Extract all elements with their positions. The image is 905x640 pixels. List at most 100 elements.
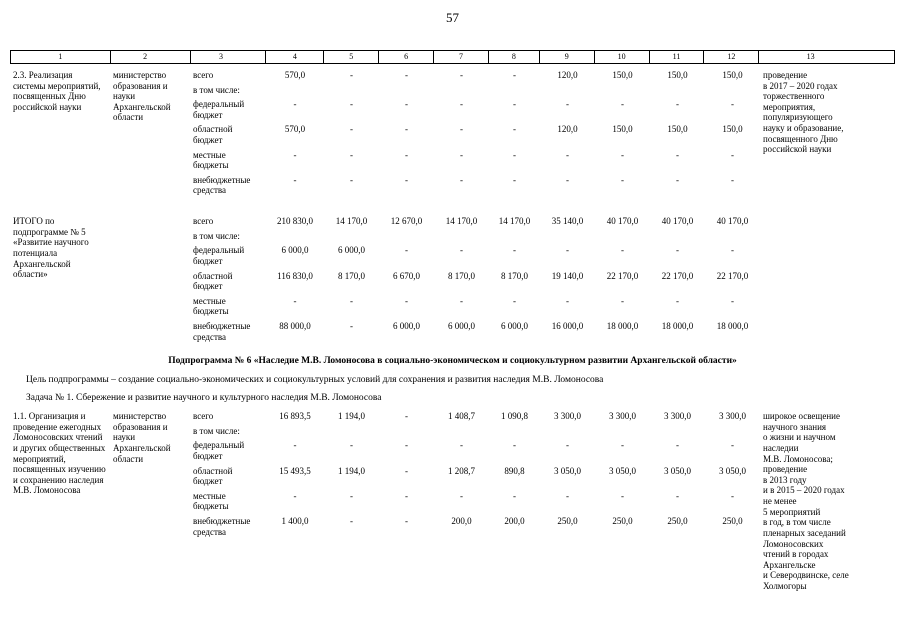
value-cell: - bbox=[405, 149, 408, 160]
value-cell: - bbox=[731, 149, 734, 160]
value-cell: - bbox=[293, 149, 297, 160]
value-cell: - bbox=[566, 245, 569, 256]
value-cell: - bbox=[513, 70, 516, 80]
value-cell: 6 000,0 bbox=[393, 320, 420, 331]
budget-lines: всего 570,0 - - - - 120,0 150,0 150,0 150,0 в том … bbox=[190, 70, 760, 196]
value-cell: 1 408,7 bbox=[448, 411, 475, 422]
value-cell: - bbox=[350, 174, 353, 185]
budget-line-label: внебюджетные средства bbox=[193, 174, 251, 196]
value-cell: 16 000,0 bbox=[551, 320, 584, 331]
value-cell: - bbox=[731, 440, 734, 451]
value-cell: 1 090,8 bbox=[501, 411, 528, 422]
value-cell: 6 000,0 bbox=[448, 320, 475, 331]
value-cell: - bbox=[460, 174, 463, 185]
expected-result-cell: широкое освещение научного знания о жизн… bbox=[763, 411, 849, 591]
value-cell: - bbox=[460, 149, 463, 160]
budget-line: внебюджетные средства - - - - - - - - - bbox=[190, 175, 760, 196]
budget-line: местные бюджеты - - - - - - - - - bbox=[190, 296, 760, 317]
value-cell: 3 050,0 bbox=[664, 465, 691, 476]
budget-line: областной бюджет 116 830,0 8 170,0 6 670,0 8… bbox=[190, 271, 760, 292]
value-cell: 150,0 bbox=[612, 70, 633, 80]
budget-line-label: внебюджетные средства bbox=[193, 320, 251, 342]
value-cell: - bbox=[350, 124, 353, 135]
value-cell: 150,0 bbox=[722, 70, 743, 80]
value-cell: 200,0 bbox=[451, 516, 472, 527]
value-cell: 8 170,0 bbox=[501, 270, 528, 281]
value-cell: 116 830,0 bbox=[277, 270, 313, 281]
value-cell: - bbox=[513, 440, 516, 451]
value-cell: - bbox=[460, 124, 463, 135]
budget-line: областной бюджет 570,0 - - - - 120,0 150,0 150,0… bbox=[190, 124, 760, 145]
value-cell: 40 170,0 bbox=[661, 216, 694, 227]
budget-line-label: федеральный бюджет bbox=[193, 245, 245, 266]
budget-lines: всего 210 830,0 14 170,0 12 670,0 14 170,0 14… bbox=[190, 216, 760, 342]
budget-line: всего 210 830,0 14 170,0 12 670,0 14 170,0 14… bbox=[190, 216, 760, 227]
value-cell: 890,8 bbox=[504, 465, 525, 476]
value-cell: - bbox=[513, 99, 516, 110]
value-cell: - bbox=[621, 440, 624, 451]
value-cell: - bbox=[676, 490, 679, 501]
budget-line-label: федеральный бюджет bbox=[193, 99, 245, 120]
value-cell: 250,0 bbox=[722, 516, 743, 527]
value-cell: - bbox=[731, 490, 734, 501]
value-cell: - bbox=[350, 295, 353, 306]
value-cell: 14 170,0 bbox=[498, 216, 531, 227]
column-number-cell: 13 bbox=[806, 52, 815, 61]
value-cell: - bbox=[293, 174, 297, 185]
value-cell: 19 140,0 bbox=[551, 270, 584, 281]
value-cell: 6 670,0 bbox=[393, 270, 420, 281]
value-cell: - bbox=[350, 320, 353, 331]
budget-line: в том числе: bbox=[190, 85, 760, 96]
value-cell: 8 170,0 bbox=[448, 270, 475, 281]
row-title-cell: 1.1. Организация и проведение ежегодных … bbox=[13, 411, 106, 496]
page-number: 57 bbox=[446, 10, 459, 25]
value-cell: - bbox=[731, 174, 734, 185]
column-number-cell: 8 bbox=[489, 51, 540, 63]
budget-line: федеральный бюджет - - - - - - - - - bbox=[190, 99, 760, 120]
value-cell: - bbox=[405, 174, 408, 185]
budget-line: областной бюджет 15 493,5 1 194,0 - 1 208,7 8… bbox=[190, 466, 760, 487]
row-title-cell: 2.3. Реализация системы мероприятий, пос… bbox=[13, 70, 101, 112]
table-row: ИТОГО по подпрограмме № 5 «Развитие науч… bbox=[10, 216, 895, 342]
value-cell: 12 670,0 bbox=[390, 216, 423, 227]
value-cell: 22 170,0 bbox=[661, 270, 694, 281]
value-cell: 570,0 bbox=[284, 124, 306, 135]
value-cell: 250,0 bbox=[667, 516, 688, 527]
column-number-cell: 2 bbox=[111, 51, 191, 63]
value-cell: - bbox=[460, 440, 463, 451]
value-cell: 150,0 bbox=[667, 70, 688, 80]
value-cell: - bbox=[350, 70, 353, 80]
value-cell: 3 050,0 bbox=[609, 465, 636, 476]
value-cell: - bbox=[621, 245, 624, 256]
table-body-subprogram-5: 2.3. Реализация системы мероприятий, пос… bbox=[10, 70, 895, 342]
value-cell: - bbox=[460, 70, 463, 80]
value-cell: - bbox=[513, 490, 516, 501]
value-cell: 35 140,0 bbox=[551, 216, 584, 227]
value-cell: 120,0 bbox=[557, 124, 578, 135]
value-cell: 22 170,0 bbox=[716, 270, 749, 281]
budget-line: местные бюджеты - - - - - - - - - bbox=[190, 491, 760, 512]
value-cell: 200,0 bbox=[504, 516, 525, 527]
task-1-text: Задача № 1. Сбережение и развитие научно… bbox=[26, 393, 382, 404]
value-cell: 1 194,0 bbox=[338, 465, 365, 476]
value-cell: - bbox=[350, 516, 353, 527]
budget-line-label: местные бюджеты bbox=[193, 295, 229, 317]
budget-line: федеральный бюджет - - - - - - - - - bbox=[190, 440, 760, 461]
value-cell: 250,0 bbox=[612, 516, 633, 527]
value-cell: 6 000,0 bbox=[281, 245, 309, 256]
budget-line-label: всего bbox=[193, 411, 214, 422]
value-cell: - bbox=[460, 99, 463, 110]
value-cell: 1 194,0 bbox=[338, 411, 365, 422]
table-body-subprogram-6: 1.1. Организация и проведение ежегодных … bbox=[10, 411, 895, 591]
value-cell: - bbox=[405, 490, 408, 501]
budget-line-label: в том числе: bbox=[193, 84, 240, 95]
value-cell: - bbox=[405, 245, 408, 256]
value-cell: - bbox=[621, 149, 624, 160]
budget-line-label: федеральный бюджет bbox=[193, 440, 245, 462]
value-cell: - bbox=[350, 149, 353, 160]
value-cell: - bbox=[460, 490, 463, 501]
value-cell: - bbox=[513, 174, 516, 185]
value-cell: 3 300,0 bbox=[719, 411, 746, 422]
value-cell: 14 170,0 bbox=[335, 216, 368, 227]
